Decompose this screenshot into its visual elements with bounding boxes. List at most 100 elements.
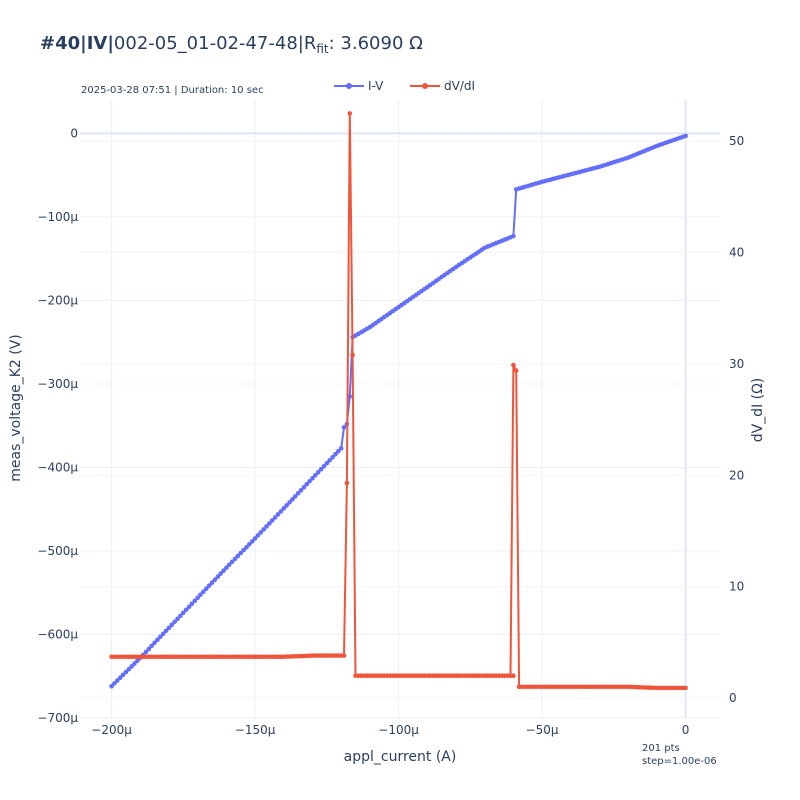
y-left-tick-label: −200μ — [37, 293, 78, 307]
title-bold: #40|IV| — [40, 33, 114, 54]
data-point — [327, 458, 333, 463]
data-point — [336, 449, 341, 454]
data-point — [318, 467, 324, 472]
title-tail: : 3.6090 Ω — [328, 33, 423, 54]
data-point — [347, 394, 353, 399]
data-point — [241, 547, 246, 553]
data-point — [152, 640, 157, 646]
x-tick-label: −150μ — [235, 723, 276, 737]
y-left-tick-label: −700μ — [37, 711, 78, 725]
y-left-tick-label: −100μ — [37, 210, 78, 224]
data-point — [192, 598, 198, 603]
data-point — [278, 509, 284, 514]
data-point — [310, 476, 315, 481]
data-point — [347, 111, 353, 116]
data-point — [135, 658, 140, 663]
data-point — [186, 604, 192, 610]
data-point — [143, 649, 149, 655]
grid-layer — [80, 100, 720, 719]
data-point — [212, 577, 218, 582]
data-point — [298, 488, 304, 493]
data-point — [330, 455, 335, 460]
data-point — [247, 542, 252, 547]
x-tick-label: −100μ — [378, 723, 419, 737]
data-point — [252, 536, 258, 541]
legend: I-V dV/dI — [334, 79, 475, 93]
data-point — [189, 601, 195, 607]
legend-label: I-V — [368, 79, 384, 93]
title-main: 002-05_01-02-47-48|R — [113, 33, 317, 54]
data-point — [172, 619, 177, 625]
data-point — [117, 675, 123, 680]
data-point — [313, 473, 318, 478]
y-left-tick-label: −500μ — [37, 544, 78, 558]
data-point — [160, 631, 166, 637]
data-point — [244, 544, 249, 550]
data-point — [169, 622, 175, 628]
data-point — [201, 589, 206, 594]
data-point — [511, 362, 516, 368]
data-point — [232, 556, 238, 562]
data-point — [304, 482, 310, 487]
data-point — [181, 610, 186, 616]
y-left-tick-label: −300μ — [37, 377, 78, 391]
data-point — [275, 512, 281, 517]
data-point — [292, 494, 298, 499]
data-point — [238, 550, 243, 556]
data-point — [163, 628, 169, 634]
series-dv-di — [109, 111, 688, 691]
y-right-tick-label: 10 — [729, 580, 744, 594]
data-point — [350, 352, 355, 358]
data-point — [209, 580, 215, 585]
y-left-tick-label: −400μ — [37, 460, 78, 474]
data-point — [235, 553, 241, 559]
data-point — [270, 518, 275, 523]
data-point — [258, 530, 264, 535]
points-note: 201 pts — [642, 743, 680, 754]
data-point — [195, 595, 200, 600]
data-point — [178, 613, 183, 619]
data-point — [166, 625, 172, 631]
x-tick-label: −50μ — [526, 723, 559, 737]
data-point — [198, 592, 203, 597]
data-point — [513, 368, 519, 373]
title-subscript: fit — [316, 42, 329, 56]
data-point — [341, 653, 347, 658]
legend-label: dV/dI — [444, 79, 475, 93]
legend-item-i-v: I-V — [334, 79, 384, 93]
data-point — [508, 673, 513, 678]
data-point — [261, 527, 267, 532]
data-point — [226, 562, 232, 568]
data-point — [183, 607, 189, 613]
data-point — [344, 480, 350, 486]
data-point — [301, 485, 307, 490]
series-i-v — [109, 133, 688, 689]
data-point — [221, 568, 226, 573]
data-point — [290, 497, 295, 502]
data-point — [255, 533, 261, 538]
footnote: 201 pts step=1.00e-06 — [642, 742, 717, 768]
data-point — [126, 666, 132, 672]
step-note: step=1.00e-06 — [642, 756, 717, 767]
data-point — [158, 634, 163, 640]
data-point — [315, 470, 321, 475]
data-point — [683, 133, 688, 139]
data-point — [287, 500, 292, 505]
tick-labels-layer: −200μ −150μ −100μ −50μ 0 0 −100μ −200μ −300μ −400… — [37, 126, 744, 737]
data-point — [123, 669, 129, 675]
data-point — [341, 425, 347, 430]
data-point — [132, 661, 137, 666]
data-point — [218, 571, 223, 576]
data-point — [338, 446, 344, 451]
data-point — [333, 452, 338, 457]
data-point — [120, 672, 126, 678]
data-point — [284, 503, 289, 508]
data-point — [204, 586, 209, 591]
data-point — [112, 681, 117, 686]
data-point — [109, 684, 114, 689]
data-point — [155, 637, 160, 643]
data-point — [215, 574, 221, 579]
x-tick-label: 0 — [682, 723, 690, 737]
y-axis-right-label: dV_dI (Ω) — [750, 378, 766, 443]
data-point — [224, 565, 229, 570]
